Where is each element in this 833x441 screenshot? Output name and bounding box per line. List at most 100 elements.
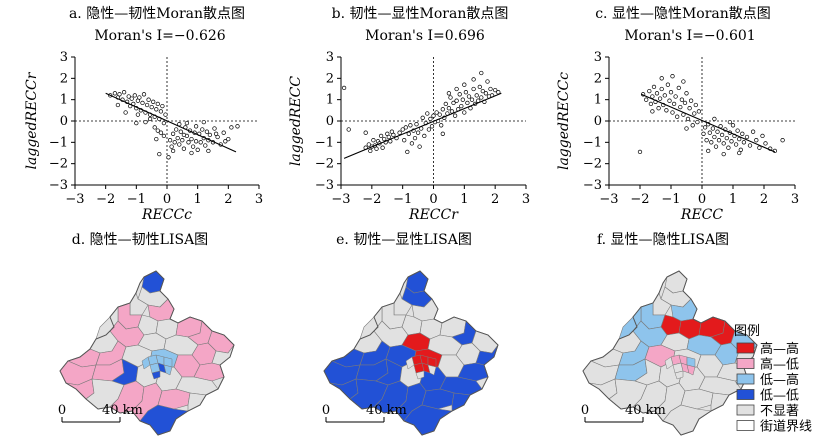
data-point <box>483 91 489 96</box>
map-shapes <box>582 270 758 436</box>
data-point <box>422 133 427 139</box>
y-tick-label: 2 <box>326 71 334 86</box>
data-point <box>650 94 655 99</box>
data-point <box>679 97 685 102</box>
x-tick-label: 2 <box>224 192 232 207</box>
data-point <box>149 104 154 110</box>
x-tick-label: 1 <box>460 192 468 207</box>
x-tick-label: 0 <box>429 192 437 207</box>
data-point <box>670 74 675 79</box>
legend-label: 高—高 <box>760 341 799 357</box>
data-point <box>121 90 127 95</box>
data-point <box>172 140 177 145</box>
data-point <box>463 90 469 95</box>
data-point <box>161 120 167 126</box>
x-tick-label: −1 <box>127 192 146 207</box>
x-tick-label: 0 <box>698 192 706 207</box>
core-district <box>427 364 437 376</box>
data-point <box>460 97 465 102</box>
data-point <box>780 138 785 143</box>
data-point <box>693 102 698 108</box>
legend-label: 街道界线 <box>760 420 812 435</box>
data-point <box>223 139 228 144</box>
data-point <box>204 129 210 134</box>
data-point <box>706 148 711 154</box>
data-point <box>235 124 240 129</box>
data-point <box>154 107 159 112</box>
data-point <box>152 125 157 130</box>
data-point <box>386 134 391 140</box>
data-point <box>166 155 171 160</box>
data-point <box>207 132 213 138</box>
data-point <box>434 110 439 115</box>
data-point <box>730 123 736 128</box>
data-point <box>420 115 425 120</box>
data-point <box>189 136 194 142</box>
data-point <box>681 79 686 84</box>
data-point <box>451 100 456 106</box>
core-district <box>163 364 173 376</box>
data-point <box>650 109 655 114</box>
data-point <box>178 129 183 134</box>
data-point <box>425 111 430 116</box>
data-point <box>439 123 444 128</box>
x-tick-label: 3 <box>255 192 263 207</box>
data-point <box>440 107 445 112</box>
data-point <box>412 135 418 141</box>
data-point <box>189 150 194 156</box>
y-tick-label: −2 <box>315 157 334 172</box>
data-point <box>200 127 205 132</box>
moran-annotation-c: Moran's I=−0.601 <box>624 28 755 44</box>
legend-label: 高—低 <box>760 357 799 373</box>
data-point <box>667 98 672 103</box>
data-point <box>685 116 691 122</box>
data-point <box>754 138 759 143</box>
data-point <box>403 125 408 130</box>
data-point <box>724 135 729 141</box>
data-point <box>690 123 695 128</box>
data-point <box>226 136 231 142</box>
moran-annotation-b: Moran's I=0.696 <box>365 28 485 44</box>
panel-title-a: a. 隐性—韧性Moran散点图 <box>69 6 245 22</box>
y-axis-label: laggedRECCr <box>24 71 40 169</box>
data-point <box>180 138 185 143</box>
data-point <box>170 131 176 136</box>
data-point <box>181 132 187 138</box>
y-tick-label: 2 <box>60 71 68 86</box>
core-district <box>141 356 151 370</box>
y-tick-label: −1 <box>583 135 602 150</box>
data-point <box>198 140 203 145</box>
data-point <box>143 119 148 125</box>
x-tick-label: −1 <box>661 192 680 207</box>
data-point <box>721 151 726 157</box>
data-point <box>158 109 164 114</box>
y-tick-label: 1 <box>60 93 68 108</box>
data-point <box>665 82 671 87</box>
data-point <box>452 113 458 118</box>
data-point <box>721 141 726 146</box>
x-tick-label: 3 <box>791 192 799 207</box>
scatter-panel-c: c. 显性—隐性Moran散点图 Moran's I=−0.601 −3 −2 −1… <box>556 6 799 223</box>
legend-title: 图例 <box>734 324 760 339</box>
map-shapes <box>323 270 499 436</box>
data-point <box>485 79 490 84</box>
y-tick-label: −2 <box>583 157 602 172</box>
data-point <box>479 95 484 100</box>
data-point <box>154 136 159 142</box>
legend-swatch <box>736 342 755 354</box>
y-tick-label: 1 <box>326 93 334 108</box>
data-point <box>727 119 733 125</box>
data-point <box>201 119 206 125</box>
data-point <box>147 116 153 122</box>
x-tick-label: 1 <box>194 192 202 207</box>
data-point <box>184 120 190 126</box>
data-point <box>465 100 470 106</box>
data-point <box>637 149 643 155</box>
y-tick-label: 3 <box>594 50 602 65</box>
core-district <box>674 370 684 380</box>
scatter-panel-a: a. 隐性—韧性Moran散点图 Moran's I=−0.626 −3 −2 −1… <box>24 6 263 223</box>
data-point <box>346 127 351 132</box>
data-point <box>167 138 173 143</box>
data-point <box>123 110 128 115</box>
